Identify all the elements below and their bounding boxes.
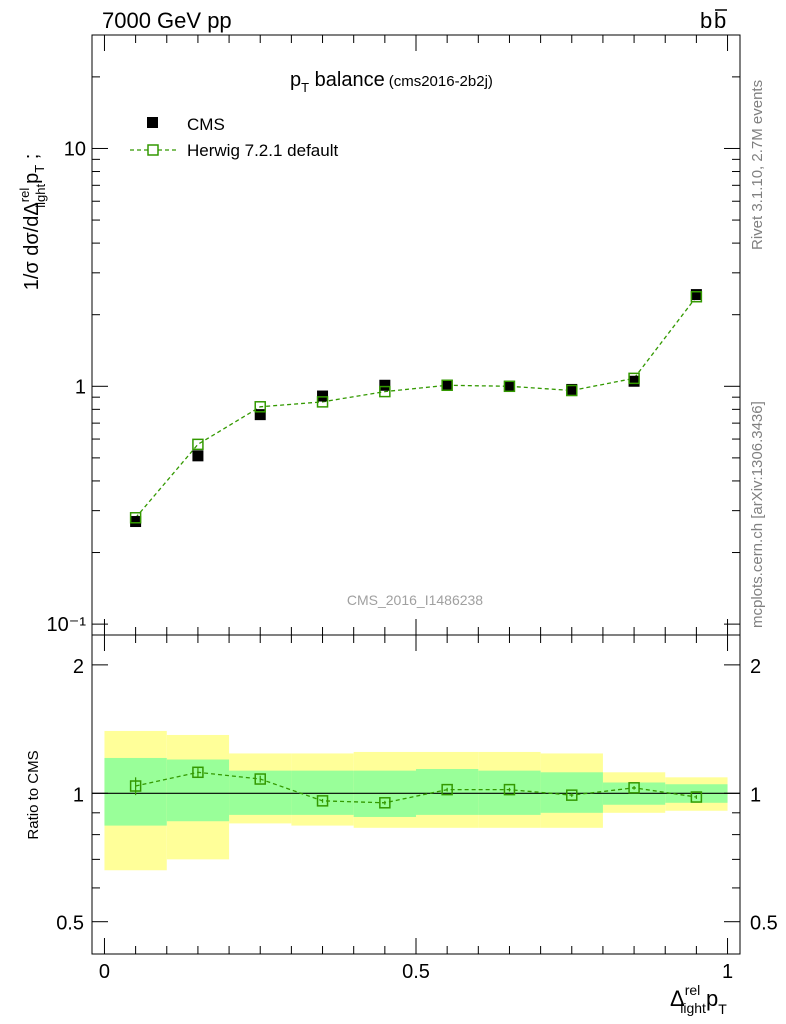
analysis-watermark: CMS_2016_I1486238	[347, 592, 483, 608]
legend-cms-marker	[147, 117, 158, 128]
cms-point	[192, 450, 204, 462]
x-tick-label: 0.5	[402, 961, 430, 983]
herwig-point	[690, 290, 703, 303]
ratio-y-tick-label-right: 2	[750, 656, 761, 678]
ratio-point	[316, 795, 329, 807]
ratio-point	[503, 783, 516, 796]
mcplots-label: mcplots.cern.ch [arXiv:1306.3436]	[749, 401, 766, 628]
ratio-point	[192, 766, 204, 779]
rivet-label: Rivet 3.1.10, 2.7M events	[749, 80, 766, 250]
ratio-panel: 0.5 0.5 1 1 2 2 0 0.5 1 Ratio to CMS	[25, 35, 778, 983]
cms-point	[503, 380, 515, 392]
cms-point	[566, 383, 578, 395]
y-tick-label: 10	[64, 138, 86, 160]
main-tick-labels: 10⁻¹ 1 10	[47, 138, 87, 636]
ratio-y-tick-label: 2	[73, 656, 84, 678]
herwig-point	[192, 438, 204, 451]
ratio-frame	[91, 634, 741, 955]
cms-point	[628, 375, 640, 387]
ratio-y-tick-label: 1	[73, 784, 84, 806]
x-tick-label: 0	[99, 961, 110, 983]
ratio-point	[129, 780, 142, 792]
herwig-point	[254, 401, 266, 413]
cms-point	[317, 390, 329, 402]
cms-point	[441, 379, 453, 391]
ratio-tick-labels: 0.5 0.5 1 1 2 2 0 0.5 1	[56, 656, 778, 983]
legend: CMS Herwig 7.2.1 default	[130, 115, 338, 160]
ratio-y-axis-label: Ratio to CMS	[25, 750, 42, 839]
main-y-axis-label: 1/σ dσ/dΔrellightpT ;	[17, 154, 48, 291]
ratio-point	[690, 791, 703, 803]
cms-points	[130, 289, 702, 528]
y-tick-label: 10⁻¹	[47, 614, 87, 636]
ratio-point	[379, 797, 391, 809]
ratio-y-tick-label: 0.5	[56, 913, 84, 935]
ratio-point	[254, 773, 266, 785]
legend-herwig-marker	[147, 144, 159, 156]
energy-label: 7000 GeV pp	[102, 8, 232, 33]
y-tick-label: 1	[75, 376, 86, 398]
ratio-y-tick-label-right: 0.5	[750, 913, 778, 935]
process-bbar: b	[714, 8, 726, 33]
ratio-bands	[104, 730, 728, 871]
legend-cms-label: CMS	[187, 115, 225, 134]
main-ticks	[92, 34, 740, 636]
herwig-point	[566, 384, 578, 397]
herwig-point	[316, 396, 329, 408]
herwig-points	[129, 290, 703, 524]
ratio-points	[129, 766, 703, 809]
ratio-point	[441, 783, 453, 796]
herwig-point	[628, 372, 640, 385]
herwig-point	[379, 385, 391, 398]
cms-point	[254, 409, 266, 421]
herwig-point	[441, 379, 453, 392]
legend-herwig-label: Herwig 7.2.1 default	[187, 141, 338, 160]
herwig-series-line	[135, 296, 697, 519]
ratio-point	[628, 782, 640, 794]
cms-point	[379, 379, 391, 391]
ratio-ticks	[92, 35, 740, 954]
ratio-point	[566, 789, 578, 801]
herwig-point	[129, 512, 142, 524]
plot-title: pT balance (cms2016-2b2j)	[290, 69, 493, 95]
herwig-point	[503, 380, 516, 393]
process-b: b	[700, 8, 712, 33]
main-panel: 10⁻¹ 1 10 pT balance (cms2016-2b2j) CMS Her…	[17, 34, 741, 636]
ratio-y-tick-label-right: 1	[750, 784, 761, 806]
ratio-inner-band	[416, 769, 479, 815]
process-label: b b	[700, 8, 727, 33]
cms-point	[130, 516, 142, 528]
cms-point	[690, 289, 702, 301]
x-tick-label: 1	[722, 961, 733, 983]
x-axis-label: Δrel lightpT	[670, 982, 727, 1017]
